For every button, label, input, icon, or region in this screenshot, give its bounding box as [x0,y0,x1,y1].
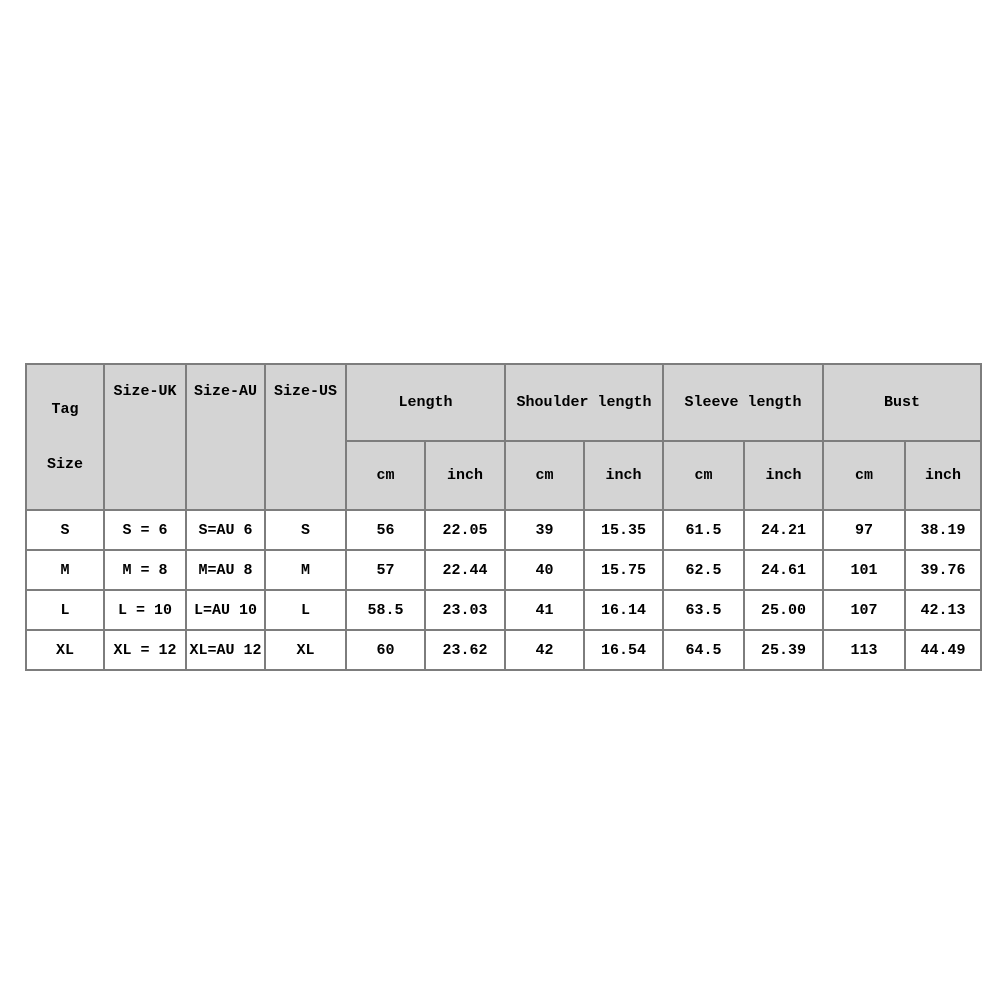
cell-shoulder-cm: 41 [504,589,586,631]
cell-size-au: XL=AU 12 [185,629,266,671]
cell-tag-size: M [25,549,105,591]
header-size-uk: Size-UK [103,363,187,511]
cell-size-uk: L = 10 [103,589,187,631]
cell-bust-inch: 42.13 [904,589,983,631]
cell-bust-cm: 97 [822,509,907,551]
header-tag-size: Tag Size [25,363,105,511]
cell-length-cm: 58.5 [345,589,426,631]
cell-size-uk: S = 6 [103,509,187,551]
cell-shoulder-cm: 40 [504,549,586,591]
size-chart-container: Tag Size Size-UK Size-AU Size-US Length … [25,363,983,671]
cell-bust-inch: 39.76 [904,549,983,591]
cell-length-cm: 56 [345,509,426,551]
cell-size-us: L [264,589,347,631]
header-size-au: Size-AU [185,363,266,511]
cell-length-cm: 57 [345,549,426,591]
table-row-m: M M = 8 M=AU 8 M 57 22.44 40 15.75 62.5 … [25,549,983,591]
cell-shoulder-cm: 42 [504,629,586,671]
cell-size-uk: M = 8 [103,549,187,591]
cell-bust-cm: 101 [822,549,907,591]
unit-header-sleeve-cm: cm [662,439,746,512]
cell-bust-inch: 38.19 [904,509,983,551]
header-unit-row: cm inch cm inch cm inch cm inch [26,439,983,512]
cell-shoulder-cm: 39 [504,509,586,551]
unit-header-bust-cm: cm [822,439,907,512]
header-size-us: Size-US [264,363,347,511]
cell-bust-cm: 113 [822,629,907,671]
header-bust: Bust [822,363,983,442]
cell-shoulder-inch: 16.14 [583,589,665,631]
unit-header-length-cm: cm [345,439,426,512]
cell-sleeve-inch: 24.21 [743,509,825,551]
cell-sleeve-cm: 61.5 [662,509,746,551]
cell-length-inch: 22.44 [423,549,507,591]
cell-sleeve-inch: 25.00 [743,589,825,631]
cell-tag-size: XL [25,629,105,671]
cell-sleeve-cm: 63.5 [662,589,746,631]
cell-length-inch: 23.03 [423,589,507,631]
cell-length-cm: 60 [345,629,426,671]
cell-bust-cm: 107 [822,589,907,631]
cell-sleeve-cm: 62.5 [662,549,746,591]
cell-size-us: XL [264,629,347,671]
cell-tag-size: L [25,589,105,631]
cell-size-au: L=AU 10 [185,589,266,631]
header-group-row: Tag Size Size-UK Size-AU Size-US Length … [25,363,983,511]
table-row-s: S S = 6 S=AU 6 S 56 22.05 39 15.35 61.5 … [25,509,983,551]
table-row-xl: XL XL = 12 XL=AU 12 XL 60 23.62 42 16.54… [25,629,983,671]
cell-size-au: S=AU 6 [185,509,266,551]
cell-size-us: M [264,549,347,591]
header-sleeve-length: Sleeve length [662,363,825,442]
cell-length-inch: 23.62 [423,629,507,671]
cell-size-us: S [264,509,347,551]
header-tag-size-line2: Size [46,456,83,473]
cell-size-uk: XL = 12 [103,629,187,671]
cell-tag-size: S [25,509,105,551]
unit-header-sleeve-inch: inch [743,439,825,512]
header-length: Length [344,363,507,442]
table-row-l: L L = 10 L=AU 10 L 58.5 23.03 41 16.14 6… [25,589,983,631]
cell-shoulder-inch: 15.75 [583,549,665,591]
unit-header-bust-inch: inch [904,439,983,512]
header-tag-size-line1: Tag [51,401,79,418]
unit-header-shoulder-cm: cm [504,439,586,512]
cell-sleeve-inch: 24.61 [743,549,825,591]
cell-sleeve-inch: 25.39 [743,629,825,671]
cell-size-au: M=AU 8 [185,549,266,591]
unit-header-length-inch: inch [423,439,507,512]
header-shoulder-length: Shoulder length [504,363,665,442]
cell-shoulder-inch: 15.35 [583,509,665,551]
cell-length-inch: 22.05 [423,509,507,551]
size-chart-table: Tag Size Size-UK Size-AU Size-US Length … [25,363,983,671]
cell-sleeve-cm: 64.5 [662,629,746,671]
cell-bust-inch: 44.49 [904,629,983,671]
unit-header-shoulder-inch: inch [583,439,665,512]
cell-shoulder-inch: 16.54 [583,629,665,671]
